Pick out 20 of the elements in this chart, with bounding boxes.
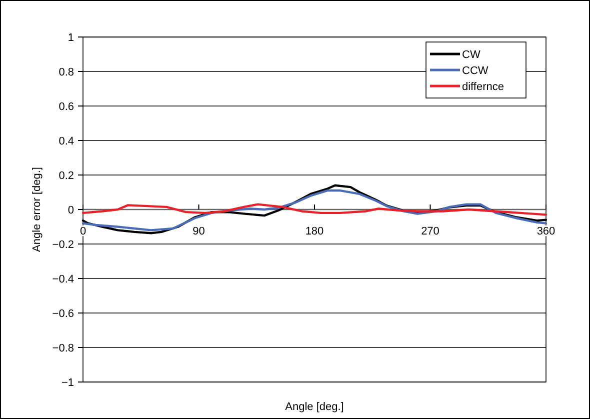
y-tick-label: −1 [61, 376, 74, 389]
legend-label: CCW [462, 64, 489, 77]
y-axis-title: Angle error [deg.] [31, 167, 43, 252]
x-tick-label: 270 [421, 226, 440, 238]
x-axis-title: Angle [deg.] [285, 401, 344, 413]
x-tick-label: 180 [305, 226, 324, 238]
legend-label: differnce [462, 80, 504, 93]
y-tick-label: −0.6 [52, 308, 74, 320]
y-tick-label: 0.6 [58, 100, 74, 113]
legend-label: CW [462, 48, 481, 61]
line-series [82, 203, 548, 216]
y-tick-label: 0 [68, 204, 74, 216]
y-tick-label: 0.8 [58, 66, 74, 78]
y-tick-label: 0.4 [58, 135, 74, 148]
x-tick-label: 90 [192, 226, 205, 238]
y-tick-label: 0.2 [58, 170, 74, 182]
y-tick-label: −0.4 [52, 273, 74, 286]
y-tick-label: 1 [68, 32, 74, 44]
y-tick-label: −0.2 [52, 238, 74, 251]
y-tick-label: −0.8 [52, 342, 74, 354]
